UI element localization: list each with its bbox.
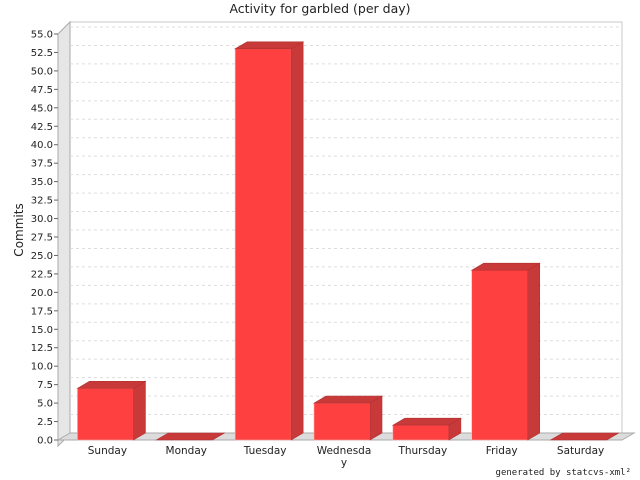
y-tick-label: 22.5	[31, 269, 53, 280]
bar-side	[212, 432, 225, 441]
x-category-label: Friday	[486, 445, 518, 457]
bar-side	[290, 41, 304, 441]
y-axis-label: Commits	[12, 203, 26, 256]
y-tick-label: 55.0	[31, 30, 53, 41]
y-tick-label: 15.0	[31, 325, 53, 336]
y-tick-label: 30.0	[31, 214, 53, 225]
y-tick-label: 32.5	[31, 196, 53, 207]
y-tick-label: 47.5	[31, 85, 53, 96]
y-tick-label: 27.5	[31, 233, 53, 244]
y-tick-label: 25.0	[31, 251, 53, 262]
y-tick-label: 50.0	[31, 66, 53, 77]
bar-front	[234, 48, 292, 441]
y-axis-ticks: 0.0 2.5 5.0 7.5 10.0 12.5 15.0 17.5 20.0 22.5 25.0…	[31, 30, 58, 447]
bar-tuesday	[234, 41, 305, 441]
bar-front	[392, 424, 450, 441]
bar-front	[471, 269, 529, 441]
y-tick-label: 42.5	[31, 122, 53, 133]
bars	[76, 41, 620, 441]
y-tick-label: 10.0	[31, 362, 53, 373]
y-tick-label: 5.0	[37, 399, 53, 410]
bar-side	[448, 417, 462, 441]
bar-side	[133, 380, 146, 441]
bar-monday	[155, 432, 226, 441]
bar-side	[369, 395, 383, 441]
bar-front	[313, 402, 371, 441]
x-axis-categories: Sunday Monday Tuesday Wednesda y Thursday Frid…	[88, 445, 604, 469]
y-tick-label: 45.0	[31, 103, 53, 114]
x-category-label: Sunday	[88, 445, 127, 457]
side-wall	[57, 20, 71, 448]
x-category-label: Tuesday	[243, 445, 287, 457]
y-tick-label: 2.5	[37, 417, 53, 428]
y-tick-label: 0.0	[37, 436, 53, 447]
x-category-label: Wednesda y	[317, 445, 372, 469]
y-tick-label: 12.5	[31, 343, 53, 354]
y-tick-label: 40.0	[31, 140, 53, 151]
x-category-label: Monday	[166, 445, 207, 457]
y-tick-label: 37.5	[31, 159, 53, 170]
bar-friday	[470, 262, 541, 441]
y-tick-label: 35.0	[31, 177, 53, 188]
x-category-label: Thursday	[397, 445, 447, 457]
y-tick-label: 7.5	[37, 380, 53, 391]
y-tick-label: 52.5	[31, 48, 53, 59]
bar-saturday	[549, 432, 620, 441]
bar-side	[527, 262, 541, 441]
bar-sunday	[76, 380, 147, 441]
generator-credit: generated by statcvs-xml²	[496, 468, 631, 478]
bar-thursday	[391, 417, 462, 441]
bar-side	[606, 432, 619, 441]
x-category-label: Saturday	[557, 445, 604, 457]
chart-title: Activity for garbled (per day)	[229, 1, 410, 16]
y-tick-label: 20.0	[31, 288, 53, 299]
bar-front	[77, 388, 134, 441]
plot-background	[56, 20, 636, 448]
y-tick-label: 17.5	[31, 306, 53, 317]
bar-wednesday	[312, 395, 384, 441]
